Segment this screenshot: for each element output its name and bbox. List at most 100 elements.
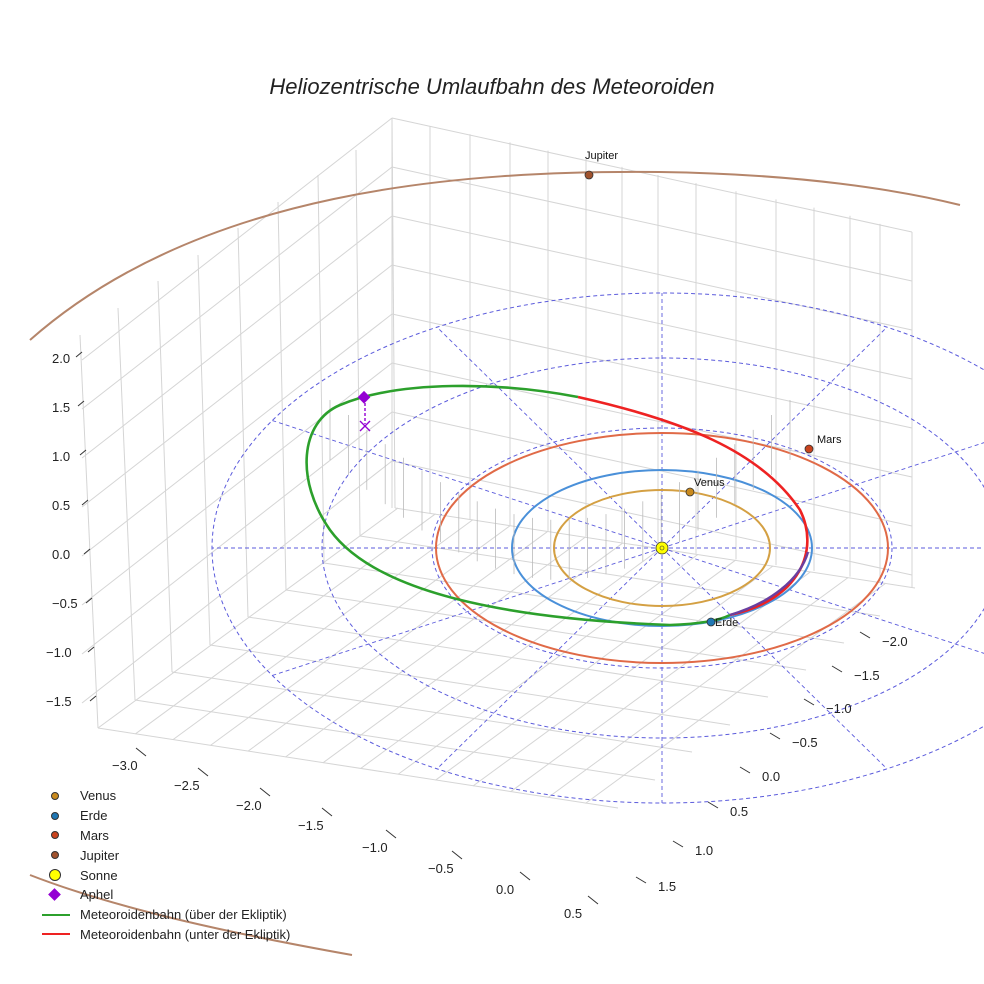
x-tick-label: −0.5 <box>428 861 454 876</box>
grid-line <box>391 264 913 380</box>
planet-orbits <box>29 170 961 956</box>
z-tick-label: 0.5 <box>52 498 70 513</box>
x-tick <box>519 871 531 881</box>
z-tick <box>77 400 85 407</box>
grid-line <box>209 644 731 726</box>
orbit-jupiter-front <box>29 874 353 956</box>
legend-key <box>40 828 72 842</box>
x-tick <box>451 850 463 860</box>
meteoroid-orbit-overlap <box>729 551 810 617</box>
y-tick-label: −2.0 <box>882 634 908 649</box>
x-tick-label: −3.0 <box>112 758 138 773</box>
x-tick <box>197 767 209 777</box>
x-tick-label: −2.5 <box>174 778 200 793</box>
legend-key <box>40 848 72 862</box>
legend-marker <box>48 888 61 901</box>
sun-center <box>659 545 665 551</box>
legend-label: Venus <box>80 788 117 804</box>
x-tick-label: −1.0 <box>362 840 388 855</box>
reference-rings <box>211 292 984 804</box>
reference-spoke <box>436 326 663 549</box>
y-tick <box>769 732 781 740</box>
reference-spoke <box>661 547 984 654</box>
x-tick <box>321 807 333 817</box>
grid-line <box>81 117 393 361</box>
reference-spoke <box>661 547 888 770</box>
y-tick-label: 0.0 <box>762 769 780 784</box>
x-tick-label: −1.5 <box>298 818 324 833</box>
grid-line <box>81 166 393 410</box>
z-tick <box>89 695 97 702</box>
legend-label: Mars <box>80 827 109 843</box>
z-tick <box>83 548 91 555</box>
legend-marker <box>51 791 59 800</box>
reference-spoke <box>661 442 984 549</box>
z-tick-label: −1.0 <box>46 645 72 660</box>
orbit-erde <box>511 469 813 627</box>
planet-label-erde: Erde <box>715 617 738 629</box>
grid-line <box>391 117 913 233</box>
legend-marker <box>51 831 59 840</box>
z-tick <box>87 646 95 653</box>
grid-line <box>391 215 913 331</box>
z-tick-label: 1.0 <box>52 449 70 464</box>
grid-line <box>81 313 393 557</box>
grid-line <box>172 519 474 741</box>
legend-marker <box>42 933 70 936</box>
legend-item: Venus <box>40 786 290 806</box>
z-tick-label: 2.0 <box>52 351 70 366</box>
grid-line <box>81 215 393 459</box>
grid-line <box>391 411 913 527</box>
legend-label: Meteoroidenbahn (unter der Ekliptik) <box>80 926 291 942</box>
planet-label-venus: Venus <box>694 477 725 489</box>
planet-label-mars: Mars <box>817 434 842 446</box>
reference-spoke <box>436 547 663 770</box>
z-tick-label: −0.5 <box>52 596 78 611</box>
reference-spoke <box>272 547 663 676</box>
legend-item: Jupiter <box>40 845 290 865</box>
planet-erde <box>706 617 716 627</box>
axis-ticks: 2.0 1.5 1.0 0.5 0.0 −0.5 −1.0 −1.5 −3.0 −2.5 −2.0 −… <box>46 351 908 921</box>
legend-label: Jupiter <box>80 847 120 863</box>
meteoroid-orbit-above <box>305 384 731 627</box>
grid-line <box>81 411 393 655</box>
legend-marker <box>51 851 59 860</box>
legend-label: Meteoroidenbahn (über der Ekliptik) <box>80 907 287 923</box>
planet-label-jupiter: Jupiter <box>585 150 618 162</box>
orbit-venus <box>553 489 771 607</box>
grid-line <box>171 671 693 753</box>
grid-line <box>277 201 287 591</box>
legend-item: Sonne <box>40 865 290 885</box>
x-tick <box>385 829 397 839</box>
legend: Venus Erde Mars Jupiter Sonne Aphel Meteoroide… <box>40 786 290 944</box>
grid-line <box>360 548 661 770</box>
grid-line <box>117 307 136 701</box>
planet-venus <box>685 487 695 497</box>
z-tick <box>85 597 93 604</box>
grid-line <box>97 727 619 809</box>
grid-line <box>197 254 211 646</box>
legend-label: Aphel <box>80 887 114 903</box>
y-tick-label: −1.5 <box>854 668 880 683</box>
grid-line <box>585 582 886 804</box>
legend-key <box>40 868 72 882</box>
grid-line <box>247 616 769 698</box>
legend-label: Sonne <box>80 867 118 883</box>
y-tick <box>831 665 843 673</box>
grid-line <box>81 362 393 606</box>
x-tick <box>259 787 271 797</box>
grid-line <box>322 542 624 764</box>
grid-line <box>547 577 849 799</box>
z-tick <box>81 499 89 506</box>
bodies: Venus Erde Mars Jupiter <box>357 150 842 629</box>
x-tick <box>587 895 599 905</box>
grid-line <box>157 280 173 673</box>
grid-line <box>391 313 913 429</box>
grid-line <box>79 334 99 729</box>
grid-line <box>435 559 736 781</box>
grid-line <box>391 362 913 478</box>
legend-key <box>40 789 72 803</box>
legend-item: Mars <box>40 826 290 846</box>
grid-line <box>359 535 881 617</box>
